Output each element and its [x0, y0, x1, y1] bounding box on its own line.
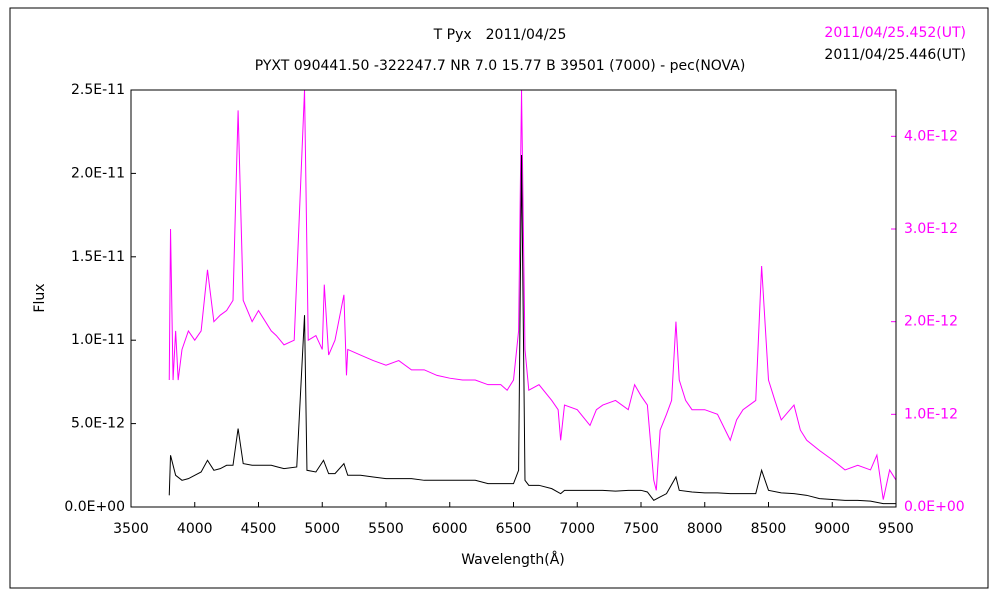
legend-entry: 2011/04/25.446(UT)	[824, 47, 966, 63]
y2-tick-label: 4.0E-12	[904, 128, 958, 144]
plot-area	[130, 89, 897, 508]
x-tick-label: 5000	[304, 521, 340, 537]
x-tick-label: 9500	[878, 521, 914, 537]
x-tick-label: 8000	[687, 521, 723, 537]
x-tick-label: 5500	[368, 521, 404, 537]
x-tick-label: 7500	[623, 521, 659, 537]
y-tick-label: 5.0E-12	[71, 416, 125, 432]
y2-tick-label: 2.0E-12	[904, 314, 958, 330]
y-axis-label: Flux	[32, 283, 48, 312]
x-axis-label: Wavelength(Å)	[461, 551, 565, 568]
chart-title: T Pyx 2011/04/25	[433, 27, 567, 43]
legend-entry: 2011/04/25.452(UT)	[824, 25, 966, 41]
y-tick-label: 1.0E-11	[71, 332, 125, 348]
frame	[9, 7, 989, 589]
y2-tick-label: 0.0E+00	[904, 499, 965, 515]
x-tick-label: 4500	[241, 521, 277, 537]
x-tick-label: 8500	[751, 521, 787, 537]
x-tick-label: 3500	[113, 521, 149, 537]
y-tick-label: 1.5E-11	[71, 249, 125, 265]
y-tick-label: 0.0E+00	[64, 499, 125, 515]
x-tick-label: 6000	[432, 521, 468, 537]
chart-subtitle: PYXT 090441.50 -322247.7 NR 7.0 15.77 B …	[255, 58, 746, 74]
y-tick-label: 2.5E-11	[71, 82, 125, 98]
x-tick-label: 4000	[177, 521, 213, 537]
y2-tick-label: 3.0E-12	[904, 221, 958, 237]
series-line	[168, 90, 896, 500]
x-tick-label: 9000	[814, 521, 850, 537]
series-line	[168, 155, 896, 505]
y-tick-label: 2.0E-11	[71, 165, 125, 181]
x-tick-label: 7000	[559, 521, 595, 537]
y2-tick-label: 1.0E-12	[904, 406, 958, 422]
x-tick-label: 6500	[496, 521, 532, 537]
